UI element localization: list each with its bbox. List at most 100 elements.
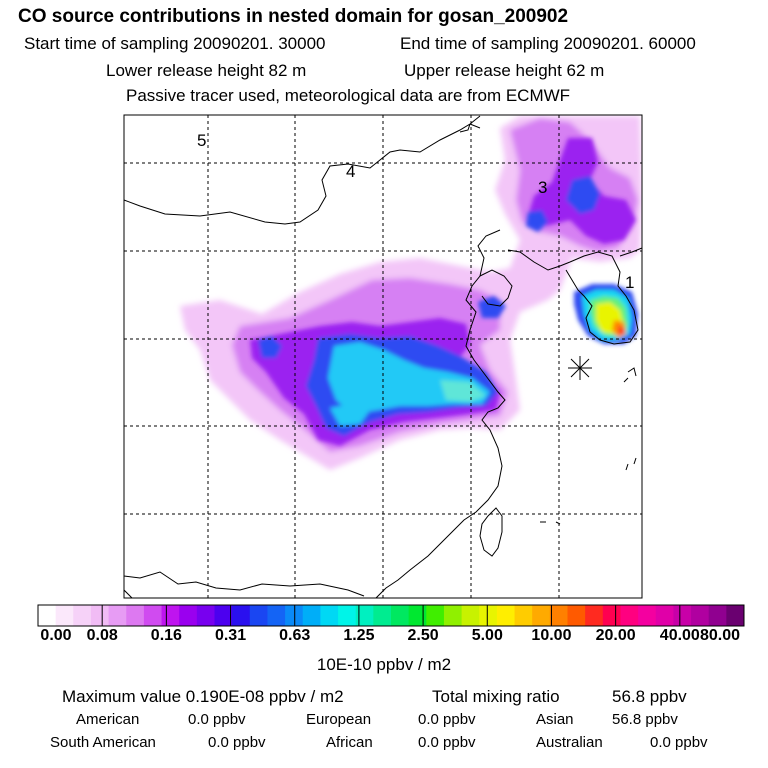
region-name-south-american: South American <box>50 734 156 751</box>
colorbar-swatch <box>391 605 410 626</box>
colorbar-swatch <box>249 605 268 626</box>
total-mixing-value: 56.8 ppbv <box>612 687 687 706</box>
colorbar-tick-label: 5.00 <box>471 627 503 644</box>
colorbar-swatch <box>232 605 251 626</box>
region-value-south-american: 0.0 ppbv <box>208 734 266 751</box>
colorbar-swatch <box>620 605 639 626</box>
colorbar-swatch <box>585 605 604 626</box>
colorbar-frame <box>37 604 745 627</box>
total-mixing-label: Total mixing ratio <box>432 687 560 706</box>
coastline-taiwan <box>479 507 503 557</box>
region-value-african: 0.0 ppbv <box>418 734 476 751</box>
end-time-label: End time of sampling 20090201. 60000 <box>400 34 696 53</box>
colorbar-swatch <box>726 605 745 626</box>
colorbar <box>37 605 745 626</box>
coastline-korea <box>565 251 639 345</box>
max-value-label: Maximum value 0.190E-08 ppbv / m2 <box>62 687 344 706</box>
colorbar-swatch <box>214 605 233 626</box>
region-label-5: 5 <box>197 131 206 150</box>
colorbar-tick-label: 2.50 <box>407 627 439 644</box>
coastline-south <box>123 571 365 599</box>
region-value-european: 0.0 ppbv <box>418 711 476 728</box>
colorbar-swatch <box>426 605 445 626</box>
colorbar-tick-label: 20.00 <box>595 627 636 644</box>
colorbar-unit: 10E-10 ppbv / m2 <box>316 655 452 674</box>
region-value-asian: 56.8 ppbv <box>612 711 678 728</box>
colorbar-tick-label: 0.31 <box>214 627 247 644</box>
colorbar-swatch <box>673 605 692 626</box>
map-frame <box>123 114 643 599</box>
region-name-american: American <box>76 711 140 728</box>
colorbar-tick-label: 0.16 <box>150 627 182 644</box>
field-blue-north <box>566 176 600 214</box>
colorbar-swatch <box>38 605 57 626</box>
colorbar-swatch <box>108 605 127 626</box>
field-blue-spot-c <box>526 210 548 232</box>
korea-red-core <box>618 326 624 335</box>
colorbar-swatch <box>126 605 145 626</box>
lower-release-label: Lower release height 82 m <box>106 61 307 80</box>
colorbar-swatch <box>302 605 321 626</box>
colorbar-tick-label: 1.25 <box>343 627 375 644</box>
upper-release-label: Upper release height 62 m <box>404 61 605 80</box>
colorbar-swatch <box>708 605 727 626</box>
colorbar-swatch <box>90 605 110 626</box>
colorbar-swatch <box>567 605 586 626</box>
coastline-liaodong <box>507 249 571 271</box>
coastline-main <box>123 115 481 225</box>
colorbar-swatch <box>73 605 92 626</box>
region-value-american: 0.0 ppbv <box>188 711 246 728</box>
start-time-label: Start time of sampling 20090201. 30000 <box>24 34 326 53</box>
region-value-australian: 0.0 ppbv <box>650 734 708 751</box>
colorbar-swatch <box>691 605 710 626</box>
colorbar-swatch <box>196 605 215 626</box>
colorbar-tick-label: 0.08 <box>86 627 118 644</box>
colorbar-swatch <box>143 605 163 626</box>
region-label-1: 1 <box>625 273 634 292</box>
field-teal-core <box>440 380 486 402</box>
colorbar-swatch <box>514 605 533 626</box>
colorbar-swatch <box>602 605 621 626</box>
coastline-islands <box>540 521 561 525</box>
colorbar-swatch <box>496 605 516 626</box>
colorbar-swatch <box>479 605 498 626</box>
asterisk-receptor-icon <box>568 356 592 380</box>
region-label-3: 3 <box>538 178 547 197</box>
colorbar-swatch <box>373 605 392 626</box>
colorbar-swatch <box>55 605 74 626</box>
colorbar-tick-label: 10.00 <box>531 627 572 644</box>
colorbar-swatch <box>532 605 551 626</box>
colorbar-tick-label: 0.00 <box>40 627 72 644</box>
colorbar-swatch <box>355 605 374 626</box>
field-blue-spot-a <box>258 336 282 358</box>
colorbar-swatch <box>408 605 427 626</box>
region-label-4: 4 <box>346 162 355 181</box>
concentration-field <box>180 116 642 470</box>
coastline-bohai <box>479 269 513 307</box>
colorbar-swatch <box>443 605 463 626</box>
field-cyan-spot <box>330 404 370 426</box>
colorbar-swatch <box>267 605 286 626</box>
colorbar-swatch <box>549 605 568 626</box>
colorbar-tick-label: 0.63 <box>279 627 311 644</box>
colorbar-tick-label: 80.00 <box>699 627 741 644</box>
region-name-asian: Asian <box>536 711 574 728</box>
coastline-china <box>375 123 506 599</box>
plot-title: CO source contributions in nested domain… <box>18 6 569 27</box>
grid-lines <box>124 115 642 598</box>
colorbar-swatch <box>461 605 480 626</box>
region-name-african: African <box>326 734 373 751</box>
colorbar-swatch <box>320 605 339 626</box>
region-name-european: European <box>306 711 372 728</box>
field-blue-spot-b <box>478 296 506 318</box>
colorbar-swatch <box>338 605 357 626</box>
colorbar-swatch <box>161 605 180 626</box>
colorbar-tick-label: 40.00 <box>659 627 700 644</box>
colorbar-swatch <box>655 605 674 626</box>
colorbar-swatch <box>638 605 657 626</box>
coastlines <box>123 115 643 599</box>
colorbar-swatch <box>285 605 304 626</box>
region-name-australian: Australian <box>536 734 603 751</box>
coastline-japan <box>619 247 643 471</box>
